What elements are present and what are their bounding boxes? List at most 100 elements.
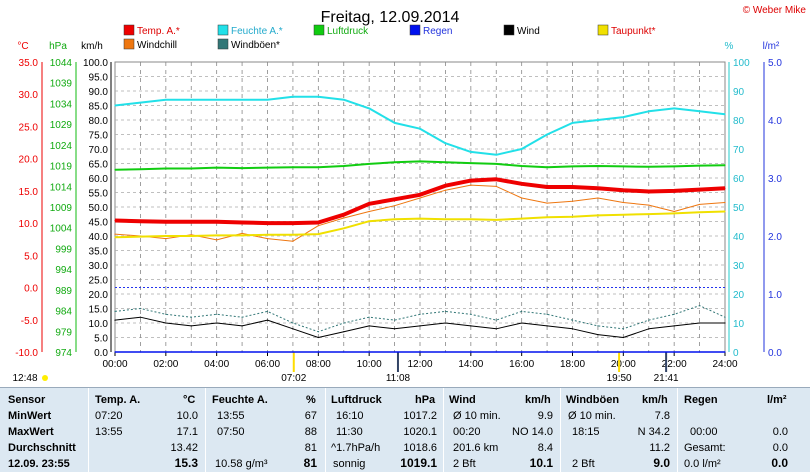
temp-tick-label: 10.0	[19, 219, 39, 230]
data-point	[571, 319, 574, 321]
data-point	[546, 202, 548, 204]
time-tick-label: 02:00	[153, 359, 178, 370]
data-point	[673, 325, 675, 327]
data-point	[343, 322, 345, 324]
wind-tick-label: 75.0	[89, 131, 109, 142]
humidity-current-value: 81	[303, 456, 317, 470]
humidity-tick-label: 60	[733, 174, 745, 185]
temp-tick-label: 20.0	[19, 155, 39, 166]
chart-series	[114, 95, 726, 353]
data-point	[317, 331, 319, 333]
temp-current-value: 15.3	[174, 456, 198, 470]
wind-tick-label: 35.0	[89, 247, 109, 258]
pressure-trend: ^1.7hPa/h	[331, 442, 381, 454]
data-point	[266, 310, 269, 312]
humidity-tick-label: 10	[733, 319, 745, 330]
data-point	[343, 331, 345, 333]
data-point	[470, 179, 472, 182]
wind-tick-label: 95.0	[89, 73, 109, 84]
legend-label-luftdruck: Luftdruck	[327, 26, 369, 37]
data-point	[698, 189, 701, 191]
data-point	[216, 167, 218, 169]
wind-tick-label: 0.0	[94, 348, 108, 359]
data-point	[165, 313, 167, 315]
data-point	[571, 216, 574, 218]
humidity-max-value: 88	[304, 426, 317, 438]
pressure-tick-label: 1009	[50, 203, 73, 214]
data-point	[724, 187, 726, 189]
pressure-tick-label: 1004	[50, 224, 73, 235]
humidity-min-time: 13:55	[217, 410, 245, 422]
data-point	[521, 218, 523, 220]
data-point	[419, 313, 421, 315]
data-point	[495, 219, 497, 221]
data-point	[648, 351, 650, 353]
data-point	[724, 322, 726, 324]
data-point	[673, 351, 675, 353]
sun-time-label: 21:41	[654, 373, 679, 384]
sunrise-summary-label: 12:48	[12, 373, 37, 384]
data-point	[444, 142, 447, 144]
time-tick-label: 14:00	[458, 359, 483, 370]
data-point	[470, 325, 472, 327]
time-tick-label: 24:00	[712, 359, 737, 370]
pressure-tick-label: 1014	[50, 182, 73, 193]
temp-tick-label: 5.0	[24, 251, 38, 262]
wind-avg10-value: 9.9	[537, 410, 553, 422]
data-point	[292, 166, 294, 168]
time-tick-label: 06:00	[255, 359, 280, 370]
data-point	[597, 334, 599, 336]
rain-axis-unit: l/m²	[763, 41, 780, 52]
data-point	[190, 167, 192, 170]
data-point	[571, 122, 574, 124]
data-point	[368, 220, 370, 222]
pressure-min-time: 16:10	[336, 410, 364, 422]
data-point	[622, 214, 624, 216]
data-point	[266, 234, 269, 236]
data-point	[165, 322, 167, 324]
data-point	[190, 325, 192, 327]
data-point	[114, 219, 116, 222]
data-point	[139, 236, 142, 238]
data-point	[622, 189, 624, 191]
data-point	[139, 351, 142, 353]
data-point	[317, 96, 319, 98]
data-point	[190, 221, 192, 223]
rain-max-time: 00:00	[690, 426, 718, 438]
data-point	[597, 325, 599, 327]
humidity-axis-unit: %	[725, 41, 734, 52]
data-point	[470, 313, 472, 315]
data-point	[114, 169, 116, 171]
wind-max-time: 00:20	[453, 426, 481, 438]
pressure-tick-label: 1034	[50, 99, 73, 110]
data-point	[317, 225, 319, 227]
wind-tick-label: 65.0	[89, 160, 109, 171]
row-label-max: MaxWert	[8, 426, 54, 438]
humidity-header: Feuchte A.	[212, 394, 268, 406]
legend-label-regen: Regen	[423, 26, 452, 37]
statistics-table: Sensor MinWert MaxWert Durchschnitt 12.0…	[0, 387, 810, 472]
sun-time-label: 11:08	[386, 373, 411, 384]
data-point	[266, 237, 269, 240]
data-point	[139, 307, 142, 310]
chart-legend: Temp. A.* Feuchte A.* Luftdruck Regen Wind Ta…	[123, 24, 656, 51]
data-point	[724, 210, 726, 213]
data-point	[698, 322, 701, 324]
data-point	[673, 107, 675, 109]
data-point	[521, 165, 523, 167]
pressure-tick-label: 999	[55, 244, 72, 255]
data-point	[343, 99, 345, 101]
time-tick-label: 20:00	[611, 359, 636, 370]
rain-total-value: 0.0	[772, 442, 788, 454]
wind-avg-value: 8.4	[537, 442, 553, 454]
data-point	[622, 116, 624, 118]
data-point	[190, 99, 192, 101]
gust-max-value: N 34.2	[637, 426, 670, 438]
pressure-unit: hPa	[415, 394, 436, 406]
humidity-tick-label: 20	[733, 290, 745, 301]
data-point	[495, 163, 497, 165]
data-point	[546, 166, 548, 168]
humidity-tick-label: 40	[733, 232, 745, 243]
data-point	[419, 218, 421, 220]
legend-swatch-wind	[503, 24, 515, 36]
